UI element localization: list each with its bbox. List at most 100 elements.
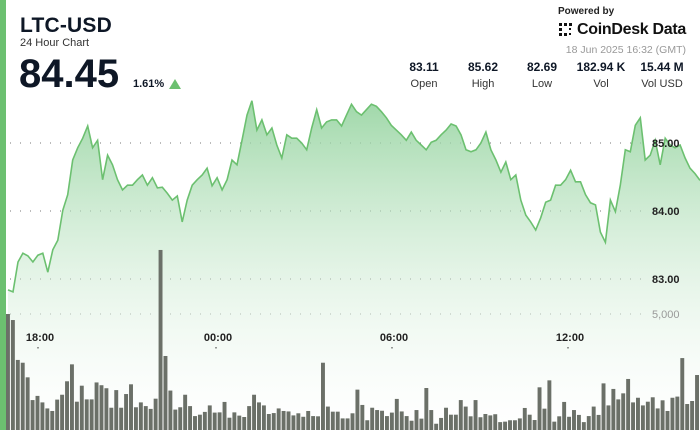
volume-bar [55, 399, 60, 430]
volume-bar [375, 410, 380, 430]
volume-bar [35, 395, 40, 430]
x-tick-label: 12:00 [556, 332, 584, 344]
volume-bar [119, 407, 124, 430]
volume-bar [439, 417, 444, 430]
volume-bar [30, 400, 35, 430]
price-area-fill [8, 100, 700, 430]
volume-bar [665, 410, 670, 430]
volume-bar [266, 413, 271, 430]
volume-bar [60, 394, 65, 430]
volume-bar [660, 400, 665, 430]
volume-bar [537, 387, 542, 430]
stat-value: 182.94 K [576, 60, 626, 74]
stat-label: High [471, 78, 495, 90]
volume-bar [133, 407, 138, 430]
volume-bar [124, 394, 129, 430]
volume-bar [621, 393, 626, 430]
volume-bar [611, 388, 616, 430]
volume-bar [380, 410, 384, 430]
volume-bar [153, 398, 158, 430]
volume-bar [10, 320, 15, 430]
volume-bar [232, 412, 237, 430]
volume-bar [350, 413, 355, 430]
volume-bar [25, 377, 30, 430]
stat-label: Open [410, 78, 438, 90]
volume-bar [498, 422, 503, 430]
powered-by: Powered by [558, 6, 615, 17]
volume-bar [547, 380, 552, 430]
volume-bar [129, 384, 133, 430]
volume-bar [143, 406, 148, 430]
volume-bar [690, 401, 695, 430]
volume-bar [488, 415, 493, 430]
current-price: 84.45 [19, 52, 120, 96]
stat-open: 83.11 Open [389, 60, 459, 90]
volume-bar [370, 407, 375, 430]
volume-bar [512, 420, 517, 430]
volume-bar [695, 375, 699, 430]
volume-bar [6, 314, 10, 430]
volume-bar [576, 414, 581, 430]
volume-bar [335, 411, 340, 430]
volume-bar [45, 408, 50, 430]
logo-text: CoinDesk Data [577, 21, 687, 38]
volume-bar [148, 408, 153, 430]
volume-bar [325, 406, 330, 430]
volume-bar [586, 416, 591, 430]
volume-bar [360, 404, 365, 430]
stat-high: 85.62 High [448, 60, 518, 90]
volume-bar [217, 412, 222, 430]
volume-bar [138, 402, 143, 430]
volume-bar [65, 381, 69, 430]
volume-bar [50, 410, 55, 430]
volume-bar [419, 418, 424, 430]
accent-edge [0, 0, 6, 430]
volume-bar [109, 407, 114, 430]
y-tick-label: 83.00 [652, 274, 680, 286]
volume-bar [237, 415, 242, 430]
volume-bar [522, 407, 527, 430]
volume-bar [79, 385, 84, 430]
y-tick-label: 84.00 [652, 206, 680, 218]
x-tick-label: 18:00 [26, 332, 54, 344]
volume-bar [168, 390, 173, 430]
volume-bar [247, 406, 252, 430]
volume-bar [227, 417, 232, 430]
volume-bar [178, 407, 183, 430]
volume-bar [453, 414, 458, 430]
volume-bar [163, 355, 168, 430]
volume-bar [276, 408, 281, 430]
volume-bar [296, 413, 301, 430]
volume-bar [212, 412, 217, 430]
volume-bar [581, 422, 586, 430]
volume-bar [478, 417, 483, 430]
volume-bar [99, 385, 104, 430]
volume-bar [532, 420, 537, 430]
volume-bar [89, 399, 94, 430]
volume-bar [281, 410, 286, 430]
up-arrow-icon [169, 79, 181, 89]
volume-bar [675, 396, 680, 430]
volume-bar [606, 405, 611, 430]
coindesk-logo-icon [559, 23, 572, 36]
volume-bar [640, 405, 645, 430]
x-tick-mark [215, 347, 217, 349]
volume-bar [444, 407, 448, 430]
volume-bar [650, 397, 655, 430]
stat-value: 83.11 [409, 60, 439, 74]
volume-bar [316, 416, 321, 430]
volume-bar [670, 397, 675, 430]
x-tick-mark [391, 347, 393, 349]
volume-bar [463, 406, 468, 430]
volume-bar [562, 401, 567, 430]
volume-bar [94, 382, 99, 430]
volume-bar [222, 401, 227, 430]
volume-bar [601, 383, 606, 430]
volume-bar [567, 416, 572, 430]
price-change: 1.61% [133, 78, 165, 90]
volume-bar [508, 420, 512, 430]
stat-vol: 182.94 K Vol [566, 60, 636, 90]
volume-bar [183, 394, 188, 430]
volume-bar [552, 421, 557, 430]
